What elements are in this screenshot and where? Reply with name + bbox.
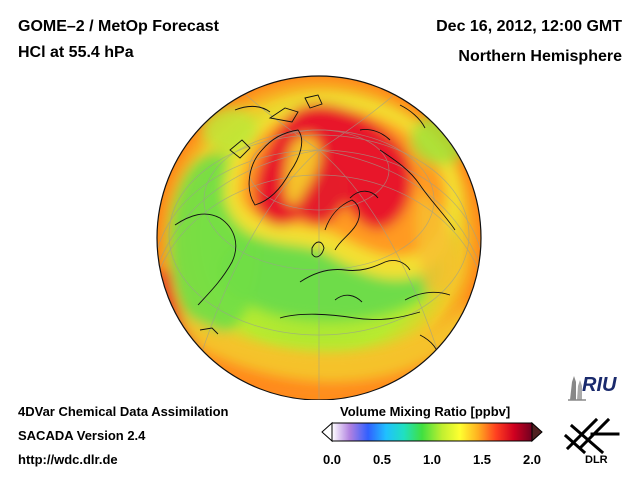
globe-outline <box>156 75 482 400</box>
colorbar-tick-label: 1.5 <box>472 452 492 467</box>
colorbar-title: Volume Mixing Ratio [ppbv] <box>340 404 511 419</box>
method-label: 4DVar Chemical Data Assimilation <box>18 404 229 419</box>
colorbar-min-arrow <box>321 421 333 443</box>
colorbar-gradient <box>331 422 533 442</box>
colorbar <box>321 421 543 443</box>
region-label: Northern Hemisphere <box>458 48 622 65</box>
coastlines <box>174 94 456 386</box>
concentration-field <box>160 95 470 400</box>
website-link[interactable]: http://wdc.dlr.de <box>18 452 118 467</box>
globe-map <box>156 75 482 400</box>
dlr-logo-icon <box>563 417 620 455</box>
colorbar-tick-label: 0.5 <box>372 452 392 467</box>
colorbar-tick-label: 2.0 <box>522 452 542 467</box>
colorbar-tick-label: 1.0 <box>422 452 442 467</box>
version-label: SACADA Version 2.4 <box>18 428 146 443</box>
riu-logo-text: RIU <box>582 374 617 396</box>
colorbar-max-arrow <box>531 421 543 443</box>
colorbar-tick-label: 0.0 <box>322 452 342 467</box>
riu-logo-icon <box>568 376 586 401</box>
map-subtitle: HCl at 55.4 hPa <box>18 44 134 61</box>
graticule <box>157 79 481 400</box>
dlr-logo-text: DLR <box>585 454 608 466</box>
forecast-date: Dec 16, 2012, 12:00 GMT <box>436 18 622 35</box>
map-title: GOME–2 / MetOp Forecast <box>18 18 219 35</box>
